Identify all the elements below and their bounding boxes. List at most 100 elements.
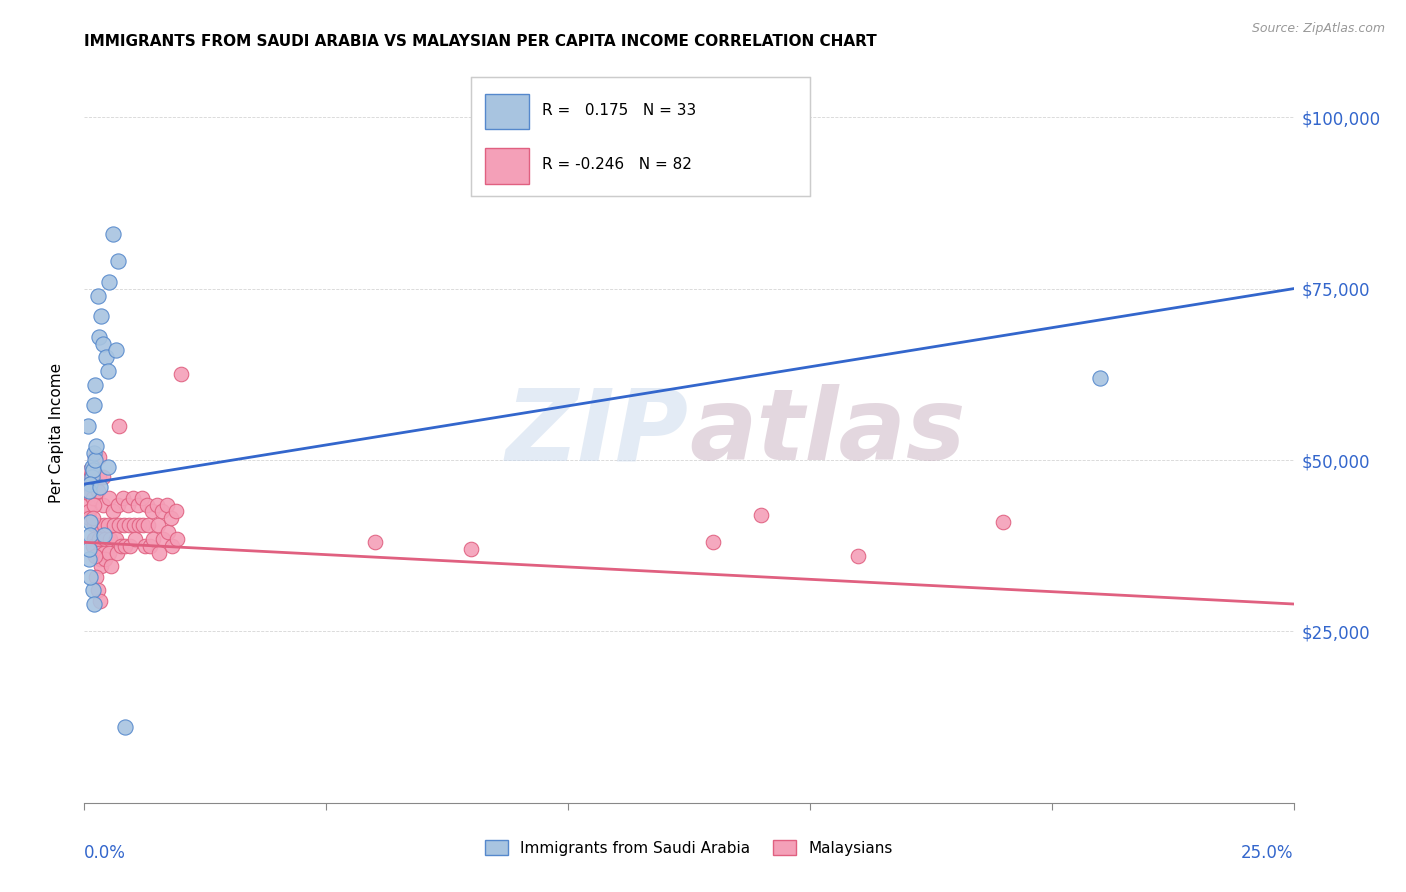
Point — [77, 418, 100, 433]
Point — [84, 453, 107, 467]
Point — [120, 539, 142, 553]
Legend: Immigrants from Saudi Arabia, Malaysians: Immigrants from Saudi Arabia, Malaysians — [479, 834, 898, 862]
Point — [93, 518, 115, 533]
Text: 25.0%: 25.0% — [1241, 844, 1294, 862]
Point — [82, 491, 104, 505]
Point — [77, 511, 100, 525]
Point — [83, 446, 105, 460]
Point — [108, 418, 131, 433]
Point — [107, 498, 129, 512]
Point — [146, 518, 169, 533]
Point — [993, 515, 1015, 529]
Point — [83, 398, 105, 412]
Point — [87, 545, 110, 559]
Point — [121, 491, 143, 505]
Point — [136, 498, 159, 512]
Point — [170, 368, 193, 382]
Point — [124, 532, 146, 546]
Point — [162, 539, 184, 553]
Point — [87, 583, 110, 598]
Point — [79, 463, 101, 477]
Point — [152, 532, 174, 546]
Point — [114, 539, 136, 553]
Point — [86, 569, 108, 583]
Point — [77, 483, 100, 498]
Point — [98, 532, 121, 546]
Point — [160, 511, 183, 525]
Point — [84, 450, 107, 464]
Point — [77, 552, 100, 566]
Point — [138, 539, 160, 553]
Point — [87, 532, 110, 546]
Point — [79, 528, 101, 542]
Point — [79, 569, 101, 583]
Point — [77, 470, 100, 484]
Text: atlas: atlas — [689, 384, 966, 481]
Point — [87, 483, 110, 498]
Point — [142, 532, 165, 546]
Point — [131, 491, 153, 505]
Point — [93, 532, 115, 546]
Point — [156, 524, 179, 539]
Point — [83, 597, 105, 611]
Point — [97, 364, 120, 378]
Point — [87, 470, 110, 484]
Point — [103, 504, 125, 518]
Point — [86, 439, 108, 453]
Point — [91, 336, 114, 351]
Point — [97, 459, 120, 474]
Text: Source: ZipAtlas.com: Source: ZipAtlas.com — [1251, 22, 1385, 36]
Point — [93, 528, 115, 542]
Point — [134, 539, 156, 553]
Point — [103, 518, 125, 533]
Point — [112, 491, 135, 505]
Point — [80, 467, 103, 481]
Point — [97, 491, 120, 505]
Point — [108, 518, 131, 533]
Point — [87, 288, 110, 302]
Point — [82, 511, 104, 525]
Point — [148, 545, 170, 559]
Point — [93, 545, 115, 559]
Y-axis label: Per Capita Income: Per Capita Income — [49, 362, 63, 503]
Point — [104, 343, 127, 358]
Point — [146, 498, 169, 512]
Point — [128, 518, 150, 533]
Point — [122, 518, 145, 533]
Point — [83, 498, 105, 512]
Point — [93, 552, 115, 566]
Point — [83, 518, 105, 533]
Point — [82, 539, 104, 553]
Point — [110, 539, 132, 553]
Point — [82, 463, 104, 477]
Point — [460, 542, 482, 557]
Point — [97, 518, 120, 533]
Point — [84, 377, 107, 392]
Point — [90, 309, 112, 323]
Point — [103, 227, 125, 241]
Point — [141, 504, 163, 518]
Point — [89, 593, 111, 607]
Point — [118, 518, 141, 533]
Point — [84, 549, 107, 563]
Text: ZIP: ZIP — [506, 384, 689, 481]
Point — [89, 480, 111, 494]
Point — [79, 515, 101, 529]
Point — [1088, 371, 1111, 385]
Point — [77, 542, 100, 557]
Point — [90, 559, 112, 574]
Point — [97, 545, 120, 559]
Point — [155, 498, 177, 512]
Text: 0.0%: 0.0% — [84, 844, 127, 862]
Point — [83, 532, 105, 546]
Point — [846, 549, 869, 563]
Point — [105, 545, 128, 559]
Point — [80, 470, 103, 484]
Point — [91, 498, 114, 512]
Point — [79, 487, 101, 501]
Point — [79, 477, 101, 491]
Point — [136, 518, 159, 533]
Point — [77, 504, 100, 518]
Point — [165, 504, 187, 518]
Point — [100, 559, 122, 574]
